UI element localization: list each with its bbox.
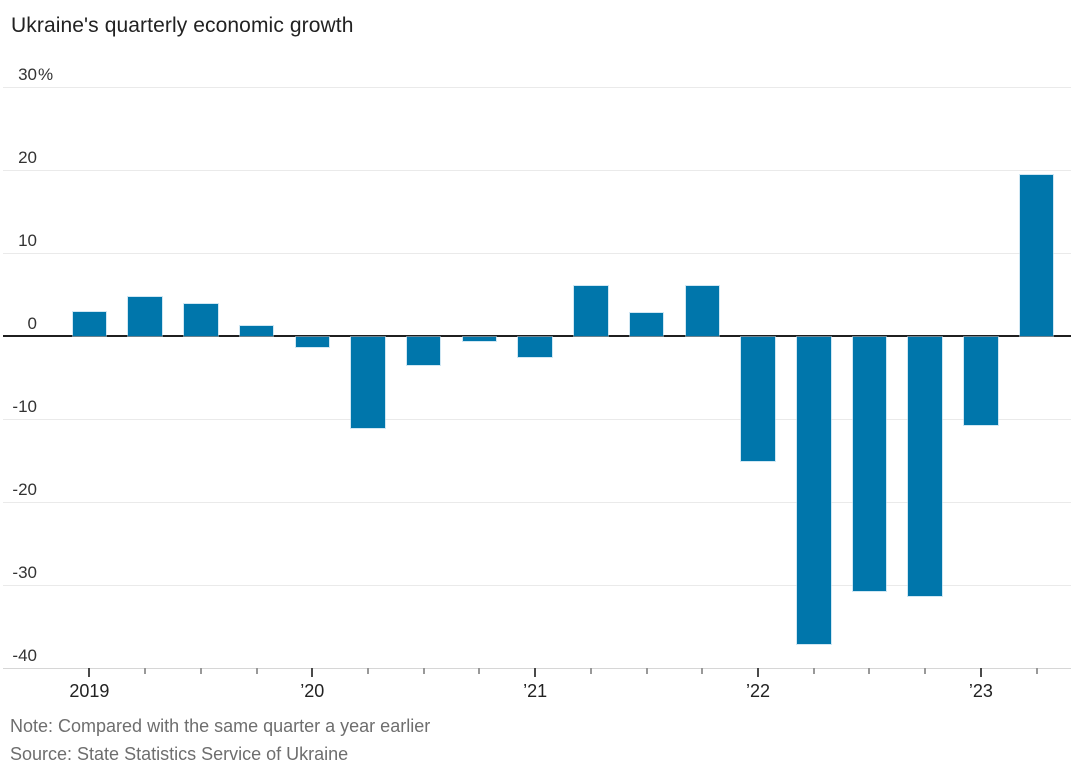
bar-2022-q2 [797,336,831,644]
gridline--40 [3,667,1071,669]
bar-2022-q1 [741,336,775,462]
gridline-20 [3,169,1071,171]
gridline-10 [3,252,1071,254]
y-axis-label-20: 20 [0,148,37,168]
y-axis-unit-suffix: % [38,64,54,84]
bar-2023-q1 [964,336,998,425]
bar-2021-q2 [574,285,608,336]
y-axis-label-num: -40 [12,645,37,665]
gridline-30 [3,86,1071,88]
gridline--10 [3,418,1071,420]
y-axis-label--10: -10 [0,397,37,417]
quarter-tick-2019-q3 [199,667,202,674]
bar-2020-q2 [351,336,385,428]
bar-2021-q1 [518,336,552,357]
bar-2021-q3 [629,313,664,336]
quarter-tick-2019-q2 [144,667,147,674]
x-axis-label-21: ’21 [523,680,548,701]
y-axis-label--40: -40 [0,646,37,666]
quarter-tick-2021-q2 [589,667,592,674]
bar-2020-q4 [462,336,497,341]
plot-area: 30% 20 10 0 -10 -20 -30 -40 2019 ’20 ’21 ’22 ’23 [0,65,1071,701]
chart-note: Note: Compared with the same quarter a y… [10,716,431,736]
quarter-tick-2022-q2 [812,667,815,674]
bar-2020-q3 [406,336,441,365]
quarter-tick-2021-q3 [645,667,648,674]
y-axis-label-0: 0 [0,314,37,334]
bar-2022-q3 [852,336,887,592]
y-axis-label-num: -20 [12,479,37,499]
bar-2020-q1 [295,336,330,348]
year-tick-2022-q1 [757,667,760,677]
bar-2022-q4 [908,336,942,597]
year-tick-2020-q1 [311,667,314,677]
bar-2019-q4 [239,325,274,336]
y-axis-label-num: 0 [27,313,37,333]
x-axis-label-23: ’23 [968,680,993,701]
x-axis-label-20: ’20 [300,680,325,701]
year-tick-2023-q1 [979,667,982,677]
bar-2019-q3 [184,304,218,336]
x-axis-label-2019: 2019 [69,680,110,701]
chart-footer: Note: Compared with the same quarter a y… [10,712,430,768]
chart-title: Ukraine's quarterly economic growth [11,14,354,37]
y-axis-label-num: 10 [18,230,37,250]
y-axis-label-30: 30% [0,65,53,85]
quarter-tick-2020-q3 [422,667,425,674]
x-axis-label-22: ’22 [746,680,771,701]
year-tick-2019-q1 [88,667,91,677]
quarter-tick-2020-q2 [367,667,369,674]
bar-2019-q1 [72,311,107,336]
bar-2021-q4 [685,285,720,336]
bar-2023-q2 [1019,174,1054,336]
y-axis-label--30: -30 [0,563,37,583]
quarter-tick-2020-q4 [478,667,481,674]
quarter-tick-2021-q4 [701,667,704,674]
gridline--30 [3,584,1071,586]
y-axis-label-num: 20 [18,147,37,167]
bar-2019-q2 [128,296,162,336]
zero-baseline [3,334,1071,337]
chart-source: Source: State Statistics Service of Ukra… [10,744,349,764]
y-axis-label-num: 30 [18,64,37,84]
quarter-tick-2022-q3 [868,667,871,674]
year-tick-2021-q1 [534,667,537,677]
y-axis-label-num: -10 [12,396,37,416]
y-axis-label-num: -30 [12,562,37,582]
y-axis-label--20: -20 [0,480,37,500]
quarter-tick-2023-q2 [1035,667,1038,674]
gridline--20 [3,501,1071,503]
quarter-tick-2022-q4 [924,667,927,674]
quarter-tick-2019-q4 [255,667,258,674]
y-axis-label-10: 10 [0,231,37,251]
